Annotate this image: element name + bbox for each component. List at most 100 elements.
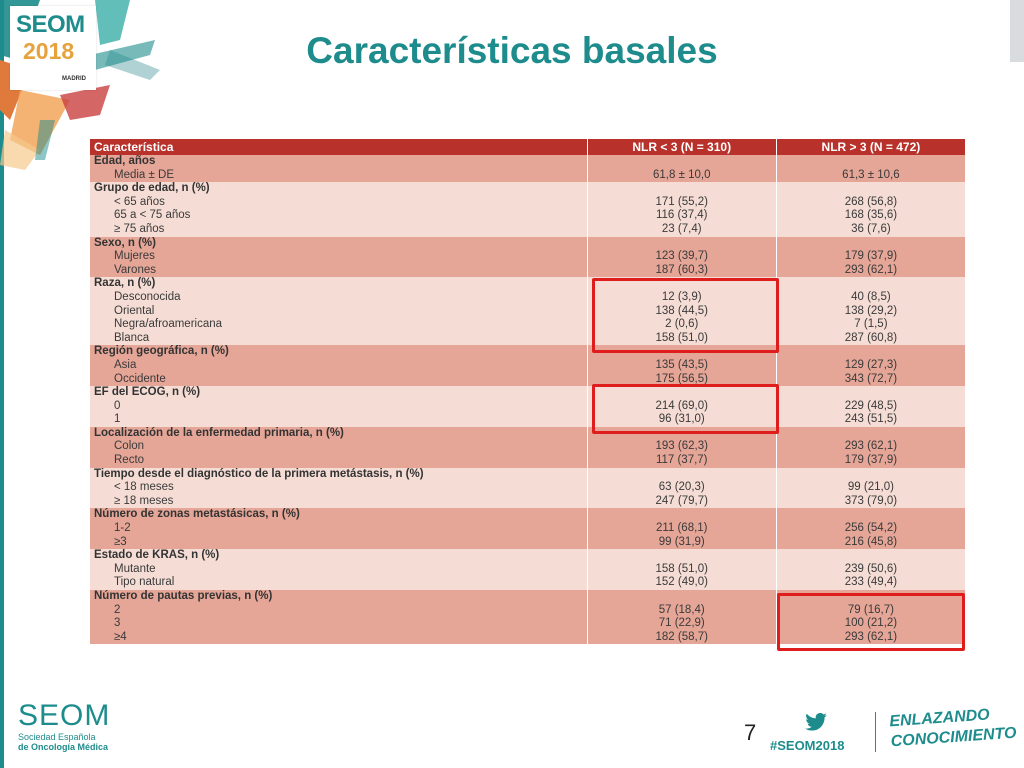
value-nlr-low: 135 (43,5) xyxy=(655,358,708,371)
table-header-row: Característica NLR < 3 (N = 310) NLR > 3… xyxy=(90,139,965,155)
characteristic-cell: Grupo de edad, n (%) < 65 años 65 a < 75 a… xyxy=(90,182,588,237)
row-label: Blanca xyxy=(114,331,150,344)
value-nlr-high: 179 (37,9) xyxy=(844,250,898,263)
nlr-high-cell: 79 (16,7) 100 (21,2) 293 (62,1) xyxy=(775,590,965,645)
value-nlr-high: 138 (29,2) xyxy=(844,304,898,317)
value-nlr-low: 175 (56,5) xyxy=(655,372,708,385)
group-label: EF del ECOG, n (%) xyxy=(94,386,201,399)
characteristic-cell: Estado de KRAS, n (%) Mutante Tipo natural xyxy=(90,549,588,590)
highlight-box-prior-regimens xyxy=(777,593,965,651)
nlr-high-cell: 40 (8,5) 138 (29,2) 7 (1,5) 287 (60,8) xyxy=(775,277,965,346)
nlr-low-cell: 171 (55,2) 116 (37,4) 23 (7,4) xyxy=(586,182,777,237)
value-nlr-low: 158 (51,0) xyxy=(655,562,708,575)
group-label: Estado de KRAS, n (%) xyxy=(94,549,220,562)
value-nlr-low: 152 (49,0) xyxy=(655,576,708,589)
logo-year-text: 2018 xyxy=(23,38,75,64)
value-nlr-high: 343 (72,7) xyxy=(844,372,898,385)
slide-title-wrap: Características basales xyxy=(0,30,1024,72)
nlr-high-cell: 61,3 ± 10,6 xyxy=(775,155,965,183)
nlr-high-cell: 256 (54,2) 216 (45,8) xyxy=(775,508,965,550)
table-group-row: Región geográfica, n (%) Asia Occidente 13… xyxy=(90,345,965,387)
value-nlr-low: 138 (44,5) xyxy=(655,304,708,317)
value-nlr-high: 293 (62,1) xyxy=(844,630,898,643)
nlr-high-cell: 129 (27,3) 343 (72,7) xyxy=(775,345,965,387)
row-label: Mujeres xyxy=(114,250,155,263)
row-label: Oriental xyxy=(114,304,155,317)
column-header-nlr-low: NLR < 3 (N = 310) xyxy=(586,139,777,155)
value-nlr-high: 287 (60,8) xyxy=(844,331,898,344)
row-label: 0 xyxy=(114,399,121,412)
value-nlr-high: 373 (79,0) xyxy=(844,494,898,507)
value-nlr-high: 268 (56,8) xyxy=(844,195,898,208)
characteristic-cell: Sexo, n (%) Mujeres Varones xyxy=(90,236,588,278)
group-label: Raza, n (%) xyxy=(94,277,156,290)
value-nlr-high: 243 (51,5) xyxy=(844,413,898,426)
seom-line2: de Oncología Médica xyxy=(18,742,109,752)
table-group-row: Número de zonas metastásicas, n (%) 1-2 ≥3… xyxy=(90,508,965,550)
row-label: Recto xyxy=(114,454,145,467)
value-nlr-high: 100 (21,2) xyxy=(844,617,898,630)
nlr-low-cell: 214 (69,0) 96 (31,0) xyxy=(586,386,777,427)
highlight-box-ecog xyxy=(592,384,779,434)
right-accent-bar xyxy=(1010,0,1024,62)
characteristic-cell: Número de pautas previas, n (%) 2 3 ≥4 xyxy=(90,590,588,645)
page-number: 7 xyxy=(744,720,757,745)
nlr-high-cell: 239 (50,6) 233 (49,4) xyxy=(775,549,965,590)
seom2018-logo: SEOM 2018 MADRID xyxy=(10,6,96,90)
group-label: Localización de la enfermedad primaria, … xyxy=(94,426,344,439)
table-group-row: Número de pautas previas, n (%) 2 3 ≥4 57 (… xyxy=(90,590,965,645)
nlr-high-cell: 293 (62,1) 179 (37,9) xyxy=(775,426,965,468)
table-group-row: Tiempo desde el diagnóstico de la primer… xyxy=(90,467,965,509)
footer-divider xyxy=(875,712,876,752)
baseline-characteristics-table: Característica NLR < 3 (N = 310) NLR > 3… xyxy=(90,139,965,645)
value-nlr-high: 179 (37,9) xyxy=(844,454,898,467)
column-header-nlr-high: NLR > 3 (N = 472) xyxy=(775,139,965,155)
row-label: Media ± DE xyxy=(114,168,174,181)
row-label: Tipo natural xyxy=(114,576,175,589)
row-label: 3 xyxy=(114,617,121,630)
value-nlr-low: 12 (3,9) xyxy=(661,290,702,303)
value-nlr-high: 61,3 ± 10,6 xyxy=(842,168,900,181)
nlr-low-cell: 61,8 ± 10,0 xyxy=(586,155,777,183)
row-label: 1 xyxy=(114,413,121,426)
group-label: Grupo de edad, n (%) xyxy=(94,182,210,195)
value-nlr-low: 211 (68,1) xyxy=(655,522,708,535)
table-group-row: Sexo, n (%) Mujeres Varones 123 (39,7) 187 … xyxy=(90,236,965,278)
left-accent-bar xyxy=(0,0,4,768)
column-header-characteristic: Característica xyxy=(90,139,588,155)
row-label: Desconocida xyxy=(114,290,181,303)
value-nlr-high: 239 (50,6) xyxy=(844,562,898,575)
value-nlr-low: 158 (51,0) xyxy=(655,331,708,344)
value-nlr-high: 79 (16,7) xyxy=(847,603,894,616)
table-group-row: Grupo de edad, n (%) < 65 años 65 a < 75 a… xyxy=(90,182,965,237)
slogan: ENLAZANDO CONOCIMIENTO xyxy=(889,704,1017,753)
nlr-high-cell: 268 (56,8) 168 (35,6) 36 (7,6) xyxy=(775,182,965,237)
value-nlr-low: 117 (37,7) xyxy=(655,454,708,467)
value-nlr-low: 2 (0,6) xyxy=(665,318,699,331)
group-label: Número de pautas previas, n (%) xyxy=(94,590,273,602)
row-label: Colon xyxy=(114,440,145,453)
value-nlr-low: 247 (79,7) xyxy=(655,494,708,507)
row-label: < 65 años xyxy=(114,195,165,208)
characteristic-cell: EF del ECOG, n (%) 0 1 xyxy=(90,386,588,427)
value-nlr-low: 57 (18,4) xyxy=(658,603,705,616)
characteristic-cell: Raza, n (%) Desconocida Oriental Negra/afro… xyxy=(90,277,588,346)
value-nlr-low: 96 (31,0) xyxy=(658,413,705,426)
row-label: 1-2 xyxy=(114,522,131,535)
value-nlr-low: 116 (37,4) xyxy=(655,209,708,222)
table-group-row: Estado de KRAS, n (%) Mutante Tipo natural… xyxy=(90,549,965,590)
value-nlr-high: 40 (8,5) xyxy=(851,290,891,303)
value-nlr-high: 256 (54,2) xyxy=(844,522,898,535)
row-label: 2 xyxy=(114,603,121,616)
row-label: Mutante xyxy=(114,562,156,575)
logo-city-text: MADRID xyxy=(62,76,86,82)
characteristic-cell: Tiempo desde el diagnóstico de la primer… xyxy=(90,467,588,509)
value-nlr-low: 99 (31,9) xyxy=(658,535,705,548)
value-nlr-high: 216 (45,8) xyxy=(844,535,898,548)
value-nlr-low: 123 (39,7) xyxy=(655,250,708,263)
row-label: ≥ 18 meses xyxy=(114,494,174,507)
value-nlr-low: 187 (60,3) xyxy=(655,263,708,276)
value-nlr-low: 61,8 ± 10,0 xyxy=(653,168,711,181)
row-label: 65 a < 75 años xyxy=(114,209,191,222)
row-label: < 18 meses xyxy=(114,481,174,494)
